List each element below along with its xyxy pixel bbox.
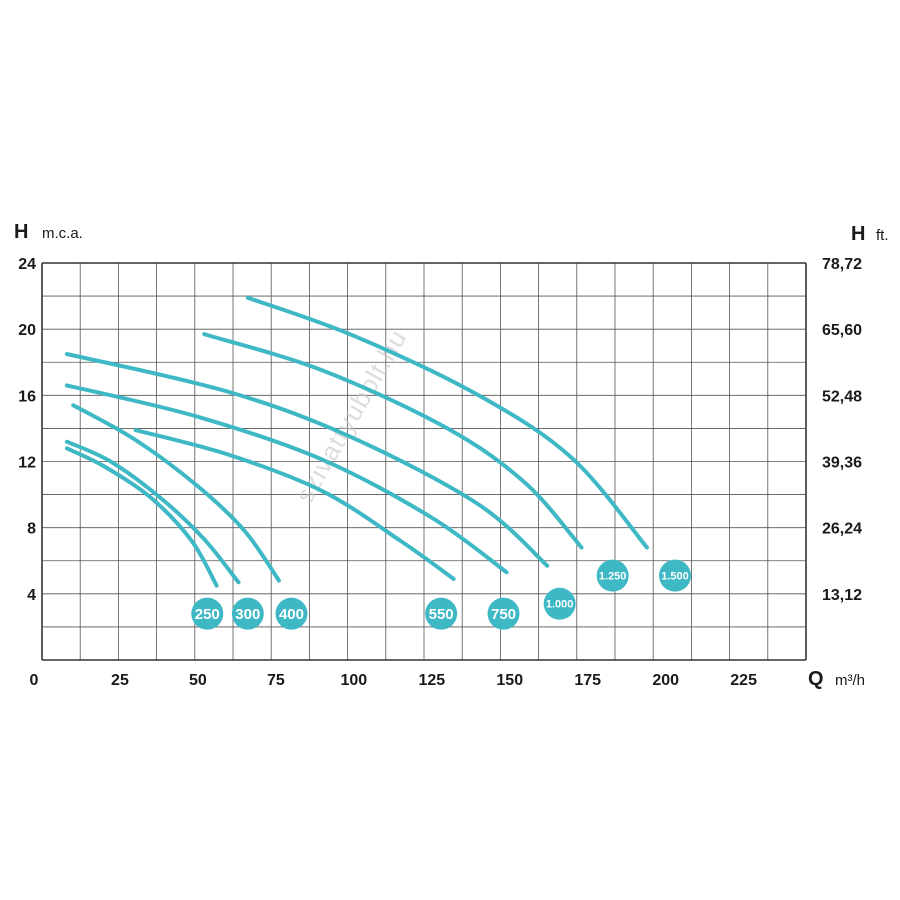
curve-1.500 — [245, 295, 649, 550]
left-axis-unit: m.c.a. — [42, 225, 83, 242]
badge-label: 300 — [235, 606, 260, 623]
badge-circle — [487, 597, 520, 630]
left-y-tick-label: 24 — [18, 256, 36, 273]
badge-label: 250 — [195, 606, 220, 623]
curve-1.250 — [202, 332, 584, 550]
grid — [41, 262, 807, 661]
left-y-tick-label: 8 — [27, 521, 36, 538]
right-axis-unit: ft. — [876, 227, 889, 244]
curve-750 — [64, 383, 509, 575]
right-y-tick-label: 52,48 — [822, 388, 862, 405]
left-y-tick-label: 20 — [18, 322, 36, 339]
badge-circle — [275, 597, 308, 630]
badge-550: 550 — [425, 597, 458, 630]
right-y-tick-labels: 13,12 26,24 39,36 52,48 65,60 78,72 — [822, 256, 862, 604]
curves — [64, 295, 649, 588]
left-y-tick-labels: 4 8 12 16 20 24 — [18, 256, 36, 604]
badge-label: 750 — [491, 606, 516, 623]
left-y-tick-label: 16 — [18, 388, 36, 405]
badge-1.500: 1.500 — [659, 559, 692, 592]
x-tick-label: 0 — [30, 672, 39, 689]
x-tick-labels: 0 25 50 75 100 125 150 175 200 225 — [30, 672, 758, 689]
curve-400 — [71, 403, 281, 583]
curve-300 — [64, 439, 241, 585]
x-tick-label: 50 — [189, 672, 207, 689]
x-tick-label: 175 — [574, 672, 601, 689]
right-y-tick-label: 39,36 — [822, 455, 862, 472]
left-y-tick-label: 4 — [27, 587, 36, 604]
badge-label: 400 — [279, 606, 304, 623]
x-tick-label: 125 — [418, 672, 445, 689]
left-y-tick-label: 12 — [18, 455, 36, 472]
x-axis-unit: m³/h — [835, 672, 865, 689]
right-y-tick-label: 78,72 — [822, 256, 862, 273]
badge-circle — [543, 587, 576, 620]
badges: 250 300 400 550 750 1.000 1.250 1.500 — [191, 559, 692, 630]
badge-750: 750 — [487, 597, 520, 630]
x-tick-label: 25 — [111, 672, 129, 689]
badge-300: 300 — [231, 597, 264, 630]
badge-label: 1.000 — [546, 599, 574, 611]
right-y-tick-label: 26,24 — [822, 521, 862, 538]
badge-circle — [191, 597, 224, 630]
x-axis-symbol: Q — [808, 668, 824, 690]
badge-circle — [659, 559, 692, 592]
right-axis-symbol: H — [851, 223, 865, 245]
right-y-tick-label: 13,12 — [822, 587, 862, 604]
x-tick-label: 75 — [267, 672, 285, 689]
badge-label: 550 — [429, 606, 454, 623]
x-tick-label: 200 — [652, 672, 679, 689]
curve-1.000 — [64, 352, 550, 568]
badge-label: 1.250 — [599, 571, 627, 583]
curve-250 — [64, 446, 219, 588]
badge-1.250: 1.250 — [596, 559, 629, 592]
badge-400: 400 — [275, 597, 308, 630]
left-axis-symbol: H — [14, 221, 28, 243]
badge-circle — [596, 559, 629, 592]
x-tick-label: 100 — [340, 672, 367, 689]
badge-label: 1.500 — [661, 571, 689, 583]
badge-circle — [231, 597, 264, 630]
badge-circle — [425, 597, 458, 630]
badge-1.000: 1.000 — [543, 587, 576, 620]
x-tick-label: 150 — [496, 672, 523, 689]
right-y-tick-label: 65,60 — [822, 322, 862, 339]
badge-250: 250 — [191, 597, 224, 630]
x-tick-label: 225 — [730, 672, 757, 689]
curve-550 — [133, 428, 456, 581]
